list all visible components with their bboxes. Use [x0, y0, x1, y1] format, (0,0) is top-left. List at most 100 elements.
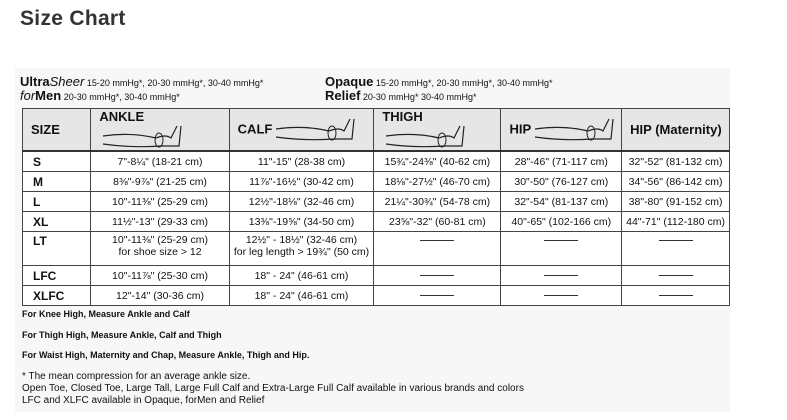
cell-value: 30"-50" (76-127 cm) — [514, 175, 609, 188]
cell-value: L — [33, 194, 41, 209]
cell-size: L — [21, 191, 92, 212]
cell-ankle: 10"-11⅜" (25-29 cm) for shoe size > 12 — [90, 231, 230, 266]
cell-value: 10"-11⅞" (25-30 cm) — [112, 269, 209, 282]
cell-value: XL — [33, 214, 49, 229]
cell-ankle: 10"-11⅜" (25-29 cm) — [90, 191, 230, 212]
cell-value: 18" - 24" (46-61 cm) — [254, 269, 349, 282]
leg-icon — [535, 118, 614, 140]
not-available-dash — [420, 295, 455, 297]
cell-value: 18⅛"-27½" (46-70 cm) — [384, 175, 491, 188]
cell-ankle: 10"-11⅞" (25-30 cm) — [90, 265, 230, 286]
cell-ankle: 11½"-13" (29-33 cm) — [90, 211, 230, 232]
cell-thigh — [373, 231, 502, 266]
cell-thigh: 18⅛"-27½" (46-70 cm) — [373, 171, 502, 192]
cell-size: LT — [21, 231, 92, 266]
brand-name: Men — [35, 88, 62, 103]
cell-hip — [500, 231, 623, 266]
cell-hip — [500, 285, 623, 306]
cell-hipm — [621, 285, 730, 306]
cell-value: 18" - 24" (46-61 cm) — [254, 289, 349, 302]
not-available-dash — [658, 295, 693, 297]
cell-thigh — [373, 285, 502, 306]
cell-value: 15¾"-24⅜" (40-62 cm) — [384, 155, 491, 168]
table-row: L 10"-11⅜" (25-29 cm) 12½"-18⅛" (32-46 cm)… — [21, 191, 730, 212]
cell-value: 12"-14" (30-36 cm) — [116, 289, 205, 302]
cell-hipm: 34"-56" (86-142 cm) — [621, 171, 730, 192]
leg-icon — [386, 125, 465, 148]
not-available-dash — [544, 275, 579, 277]
cell-size: XLFC — [21, 285, 92, 306]
table-row: XL 11½"-13" (29-33 cm) 13⅜"-19⅝" (34-50 cm… — [21, 211, 730, 232]
cell-value: 11"-15" (28-38 cm) — [257, 155, 346, 168]
column-header-label: HIP (Maternity) — [630, 122, 722, 137]
cell-calf: 18" - 24" (46-61 cm) — [228, 285, 375, 306]
cell-ankle: 7"-8¼" (18-21 cm) — [90, 150, 230, 172]
cell-size: LFC — [21, 265, 92, 286]
cell-ankle: 8⅜"-9⅞" (21-25 cm) — [90, 171, 230, 192]
cell-note: for shoe size > 12 — [118, 246, 202, 258]
cell-value: 38"-80" (91-152 cm) — [628, 195, 723, 208]
note: For Waist High, Maternity and Chap, Meas… — [22, 350, 310, 360]
brand-name-italic: Sheer — [49, 74, 85, 89]
column-header: THIGH — [373, 108, 502, 152]
footnote: * The mean compression for an average an… — [22, 371, 251, 382]
table-row: S 7"-8¼" (18-21 cm) 11"-15" (28-38 cm) 15¾"… — [21, 150, 730, 172]
note: For Knee High, Measure Ankle and Calf — [22, 309, 190, 319]
cell-value: 32"-54" (81-137 cm) — [514, 195, 609, 208]
brand-values: 20-30 mmHg* 30-40 mmHg* — [362, 92, 477, 102]
not-available-dash — [420, 275, 455, 277]
cell-value: S — [33, 154, 42, 169]
not-available-dash — [544, 239, 579, 241]
cell-value: 7"-8¼" (18-21 cm) — [117, 155, 203, 168]
cell-hipm: 44"-71" (112-180 cm) — [621, 211, 730, 232]
cell-ankle: 12"-14" (30-36 cm) — [90, 285, 230, 306]
cell-value: 32"-52" (81-132 cm) — [628, 155, 723, 168]
brand-relief: Relief 20-30 mmHg* 30-40 mmHg* — [325, 88, 476, 103]
cell-value: XLFC — [33, 288, 65, 303]
cell-size: S — [21, 150, 92, 172]
cell-value: 8⅜"-9⅞" (21-25 cm) — [113, 175, 207, 188]
size-chart-image: UltraSheer 15-20 mmHg*, 20-30 mmHg*, 30-… — [15, 68, 730, 412]
cell-hipm: 32"-52" (81-132 cm) — [621, 150, 730, 172]
column-header: CALF — [228, 108, 375, 152]
page-title: Size Chart — [20, 7, 126, 30]
leg-icon — [276, 118, 355, 140]
footnote: LFC and XLFC available in Opaque, forMen… — [22, 395, 265, 406]
cell-thigh — [373, 265, 502, 286]
column-header: SIZE — [21, 108, 92, 152]
cell-value: 12½" - 18½" (32-46 cm) — [245, 234, 358, 246]
cell-value: 10"-11⅜" (25-29 cm) — [112, 234, 209, 246]
brand-opaque: Opaque 15-20 mmHg*, 20-30 mmHg*, 30-40 m… — [325, 74, 553, 89]
table-row: XLFC 12"-14" (30-36 cm) 18" - 24" (46-61 c… — [21, 285, 730, 306]
cell-note: for leg length > 19¾" (50 cm) — [233, 246, 370, 258]
cell-hip: 32"-54" (81-137 cm) — [500, 191, 623, 212]
brand-ultrasheer: UltraSheer 15-20 mmHg*, 20-30 mmHg*, 30-… — [20, 74, 263, 89]
size-table: SIZE ANKLE CALF THIGH HIP HIP (Maternity) S 7"… — [21, 108, 730, 306]
cell-value: 28"-46" (71-117 cm) — [514, 155, 608, 168]
cell-thigh: 21¼"-30¾" (54-78 cm) — [373, 191, 502, 212]
cell-calf: 12½" - 18½" (32-46 cm) for leg length > 1… — [228, 231, 375, 266]
cell-thigh: 23⅝"-32" (60-81 cm) — [373, 211, 502, 232]
column-header-label: SIZE — [31, 122, 60, 137]
column-header-label: HIP — [509, 120, 532, 136]
column-header-label: CALF — [237, 120, 273, 136]
column-header-label: THIGH — [382, 109, 423, 124]
table-row: M 8⅜"-9⅞" (21-25 cm) 11⅞"-16½" (30-42 cm) 1… — [21, 171, 730, 192]
cell-value: 11½"-13" (29-33 cm) — [112, 215, 209, 228]
column-header-label: ANKLE — [99, 109, 145, 124]
cell-value: 34"-56" (86-142 cm) — [628, 175, 723, 188]
not-available-dash — [658, 239, 693, 241]
brand-name: Opaque — [325, 74, 374, 89]
cell-value: LFC — [33, 268, 57, 283]
footnote: Open Toe, Closed Toe, Large Tall, Large … — [22, 383, 524, 394]
cell-hipm — [621, 231, 730, 266]
cell-value: M — [33, 174, 43, 189]
brand-values: 20-30 mmHg*, 30-40 mmHg* — [63, 92, 180, 102]
cell-calf: 11"-15" (28-38 cm) — [228, 150, 375, 172]
cell-hip: 40"-65" (102-166 cm) — [500, 211, 623, 232]
column-header: HIP (Maternity) — [621, 108, 730, 152]
brand-values: 15-20 mmHg*, 20-30 mmHg*, 30-40 mmHg* — [375, 78, 553, 88]
column-header: ANKLE — [90, 108, 230, 152]
cell-value: 11⅞"-16½" (30-42 cm) — [249, 175, 354, 188]
not-available-dash — [544, 295, 579, 297]
